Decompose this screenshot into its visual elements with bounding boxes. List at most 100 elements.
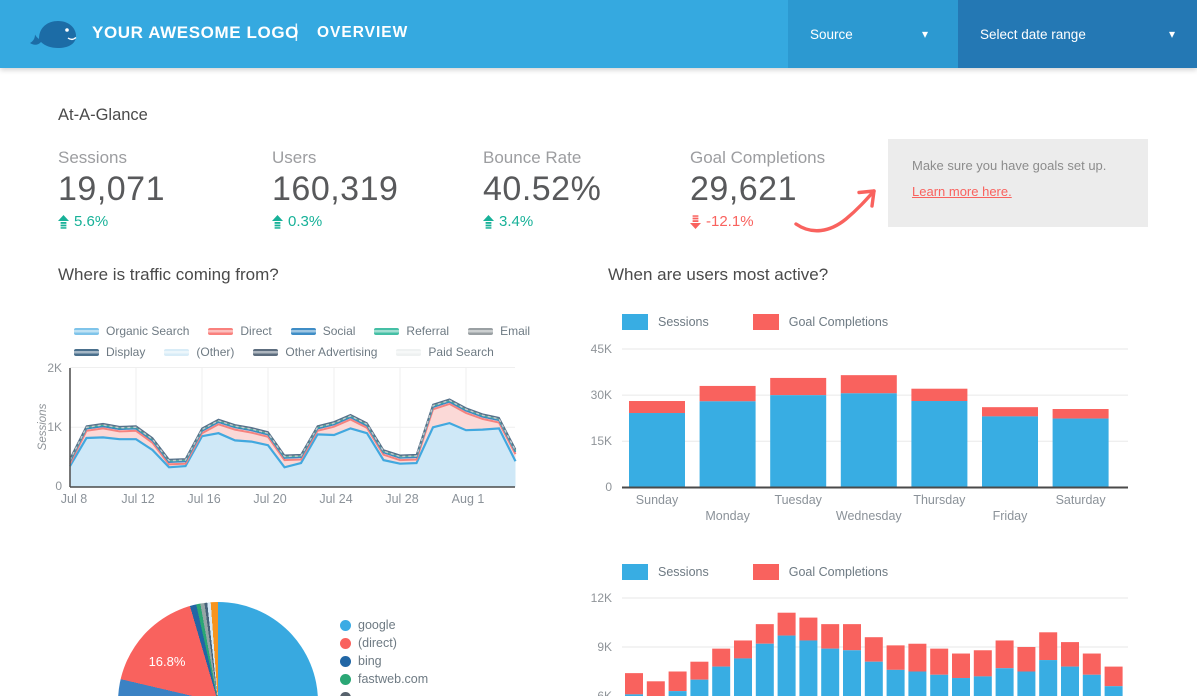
sessions-bar [952, 678, 970, 696]
legend-item-other-advertising: Other Advertising [253, 345, 377, 359]
legend-item-direct: Direct [208, 324, 272, 338]
area-xtick: Jul 28 [385, 492, 419, 506]
goal-completions-bar [908, 643, 927, 672]
legend-swatch [208, 327, 234, 335]
legend-row: Display (Other) Other Advertising Paid Sear… [74, 345, 519, 359]
pie-legend: google (direct) bing fastweb.com [340, 616, 428, 696]
weekly-xtick-monday: Monday [705, 509, 750, 523]
legend-item-referral: Referral [374, 324, 449, 338]
weekly-xtick-thursday: Thursday [913, 493, 966, 507]
sessions-bar [911, 401, 968, 488]
area-xtick: Aug 1 [451, 492, 485, 506]
goal-completions-bar [1039, 632, 1058, 661]
goal-completions-bar [995, 640, 1014, 669]
direct-line [69, 402, 517, 466]
kpi-delta: 3.4% [483, 213, 683, 230]
pie-legend-dot [340, 673, 351, 685]
sessions-bar [908, 671, 927, 696]
legend-label: Goal Completions [788, 315, 889, 329]
pie-legend-label: (direct) [358, 636, 397, 650]
sessions-bar [1061, 666, 1079, 696]
pie-slice-datalabel: 16.8% [148, 654, 186, 669]
organic-search-area [70, 423, 516, 487]
whale-logo-icon [30, 21, 77, 48]
source-dropdown[interactable]: Source ▾ [788, 0, 958, 68]
sessions-bar [1017, 671, 1036, 696]
hourly-bar-chart [622, 597, 1128, 696]
sessions-bar [886, 669, 905, 696]
source-dropdown-label: Source [810, 27, 853, 42]
arrow-up-icon [272, 214, 283, 229]
traffic-area-chart [69, 367, 517, 488]
goal-completions-bar [1052, 409, 1109, 419]
legend-swatch [468, 327, 494, 335]
kpi-sessions: Sessions 19,071 5.6% [58, 148, 258, 230]
goal-completions-bar [625, 673, 643, 695]
goal-completions-bar [699, 385, 756, 402]
legend-swatch [74, 327, 99, 335]
sessions-bar [690, 679, 709, 696]
sessions-bar [625, 694, 643, 696]
legend-item-social: Social [290, 324, 355, 338]
pie-legend-item-bing: bing [340, 652, 428, 670]
sessions-bar [629, 413, 685, 488]
nav-title-overview: OVERVIEW [317, 24, 409, 41]
goal-completions-bar [840, 375, 897, 394]
weekly-chart-legend: Sessions Goal Completions [622, 314, 932, 330]
kpi-value: 160,319 [272, 170, 399, 208]
learn-more-link[interactable]: Learn more here. [912, 184, 1012, 199]
legend-item-goal-completions: Goal Completions [752, 564, 888, 580]
legend-label: Email [500, 324, 531, 338]
area-xtick: Jul 20 [253, 492, 287, 506]
legend-label: Display [106, 345, 146, 359]
sessions-bar [1082, 674, 1101, 696]
goal-completions-bar [712, 648, 731, 667]
date-range-dropdown[interactable]: Select date range ▾ [958, 0, 1197, 68]
sessions-bar [777, 635, 796, 696]
goal-completions-bar [668, 671, 687, 692]
goal-completions-bar [821, 624, 840, 649]
legend-swatch [253, 348, 279, 356]
area-xtick: Jul 16 [187, 492, 221, 506]
sessions-bar [699, 401, 756, 488]
top-nav-bar: YOUR AWESOME LOGO | OVERVIEW Source ▾ Se… [0, 0, 1197, 68]
legend-item-paid-search: Paid Search [396, 345, 494, 359]
kpi-label: Goal Completions [690, 148, 826, 167]
legend-swatch [374, 327, 400, 335]
legend-swatch [74, 348, 99, 356]
legend-item-goal-completions: Goal Completions [752, 314, 889, 330]
sessions-bar [770, 395, 827, 488]
goal-completions-bar [777, 612, 796, 636]
sessions-bar [668, 691, 687, 696]
area-xtick: Jul 8 [60, 492, 88, 506]
pie-legend-dot [340, 691, 351, 696]
pie-legend-dot [340, 637, 351, 649]
sessions-bar [982, 416, 1038, 488]
legend-label: Other Advertising [285, 345, 378, 359]
goal-completions-bar [930, 648, 949, 675]
kpi-goal-completions: Goal Completions 29,621 -12.1% [690, 148, 890, 230]
weekly-ytick: 45K [590, 342, 612, 356]
sessions-bar [1104, 686, 1123, 696]
logo-text: YOUR AWESOME LOGO [92, 23, 299, 42]
goal-completions-bar [1061, 642, 1079, 667]
area-xtick: Jul 12 [121, 492, 155, 506]
legend-item-organic-search: Organic Search [74, 324, 189, 338]
pie-legend-item-google: google [340, 616, 428, 634]
pie-legend-item-fastweb.com: fastweb.com [340, 670, 428, 688]
goal-completions-bar [770, 377, 827, 396]
legend-swatch [164, 348, 190, 356]
legend-label: Sessions [658, 315, 709, 329]
goal-completions-bar [734, 640, 752, 659]
pie-legend-dot [340, 619, 351, 631]
direct-area [70, 403, 516, 468]
traffic-section-title: Where is traffic coming from? [58, 265, 279, 284]
sessions-bar [864, 661, 883, 696]
weekly-ytick: 15K [590, 434, 612, 448]
sessions-bar [843, 650, 861, 696]
legend-swatch [396, 348, 422, 356]
arrow-down-icon [690, 214, 701, 229]
legend-swatch [752, 564, 779, 580]
kpi-value: 19,071 [58, 170, 165, 208]
sessions-bar [734, 658, 752, 696]
